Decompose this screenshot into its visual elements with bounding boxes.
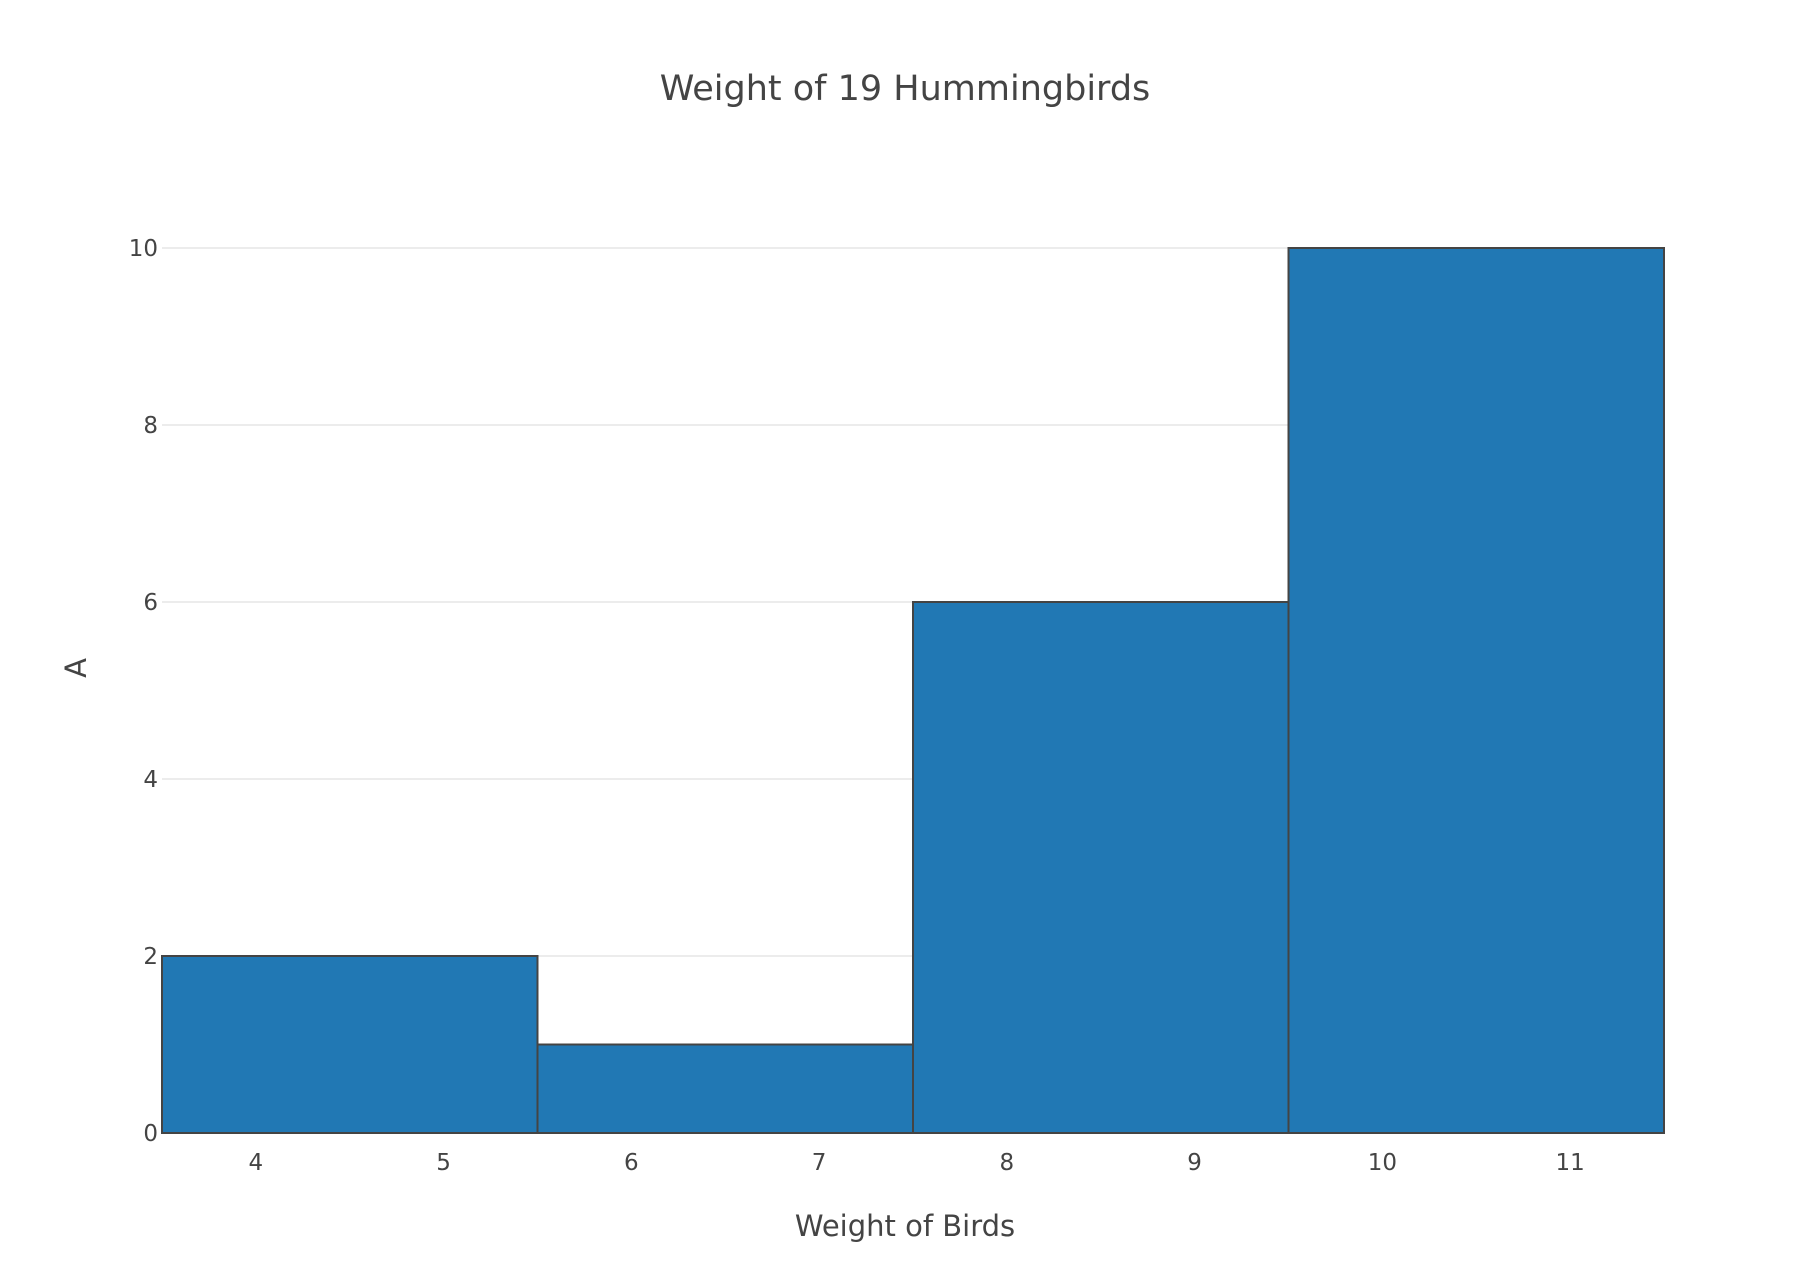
histogram-bar: [161, 955, 539, 1134]
y-tick-label: 0: [143, 1121, 158, 1147]
x-tick-label: 8: [1000, 1150, 1015, 1176]
bar-layer: [161, 247, 1665, 1134]
x-tick-label: 10: [1368, 1150, 1397, 1176]
x-tick-label: 9: [1187, 1150, 1202, 1176]
x-tick-labels: 4 5 6 7 8 9 10 11: [249, 1150, 1585, 1176]
x-axis-title: Weight of Birds: [795, 1209, 1015, 1243]
histogram-bar: [912, 601, 1290, 1134]
y-axis-title: A: [59, 658, 93, 678]
y-tick-label: 2: [143, 944, 158, 970]
y-tick-label: 8: [143, 413, 158, 439]
y-tick-label: 6: [143, 590, 158, 616]
histogram-bar: [536, 1043, 914, 1134]
chart-title: Weight of 19 Hummingbirds: [660, 69, 1151, 109]
x-tick-label: 6: [624, 1150, 639, 1176]
y-tick-label: 4: [143, 767, 158, 793]
y-tick-labels: 0 2 4 6 8 10: [129, 236, 158, 1147]
y-tick-label: 10: [129, 236, 158, 262]
x-tick-label: 5: [436, 1150, 451, 1176]
x-tick-label: 11: [1555, 1150, 1584, 1176]
histogram-bar: [1287, 247, 1665, 1134]
x-tick-label: 4: [249, 1150, 264, 1176]
x-tick-label: 7: [812, 1150, 827, 1176]
